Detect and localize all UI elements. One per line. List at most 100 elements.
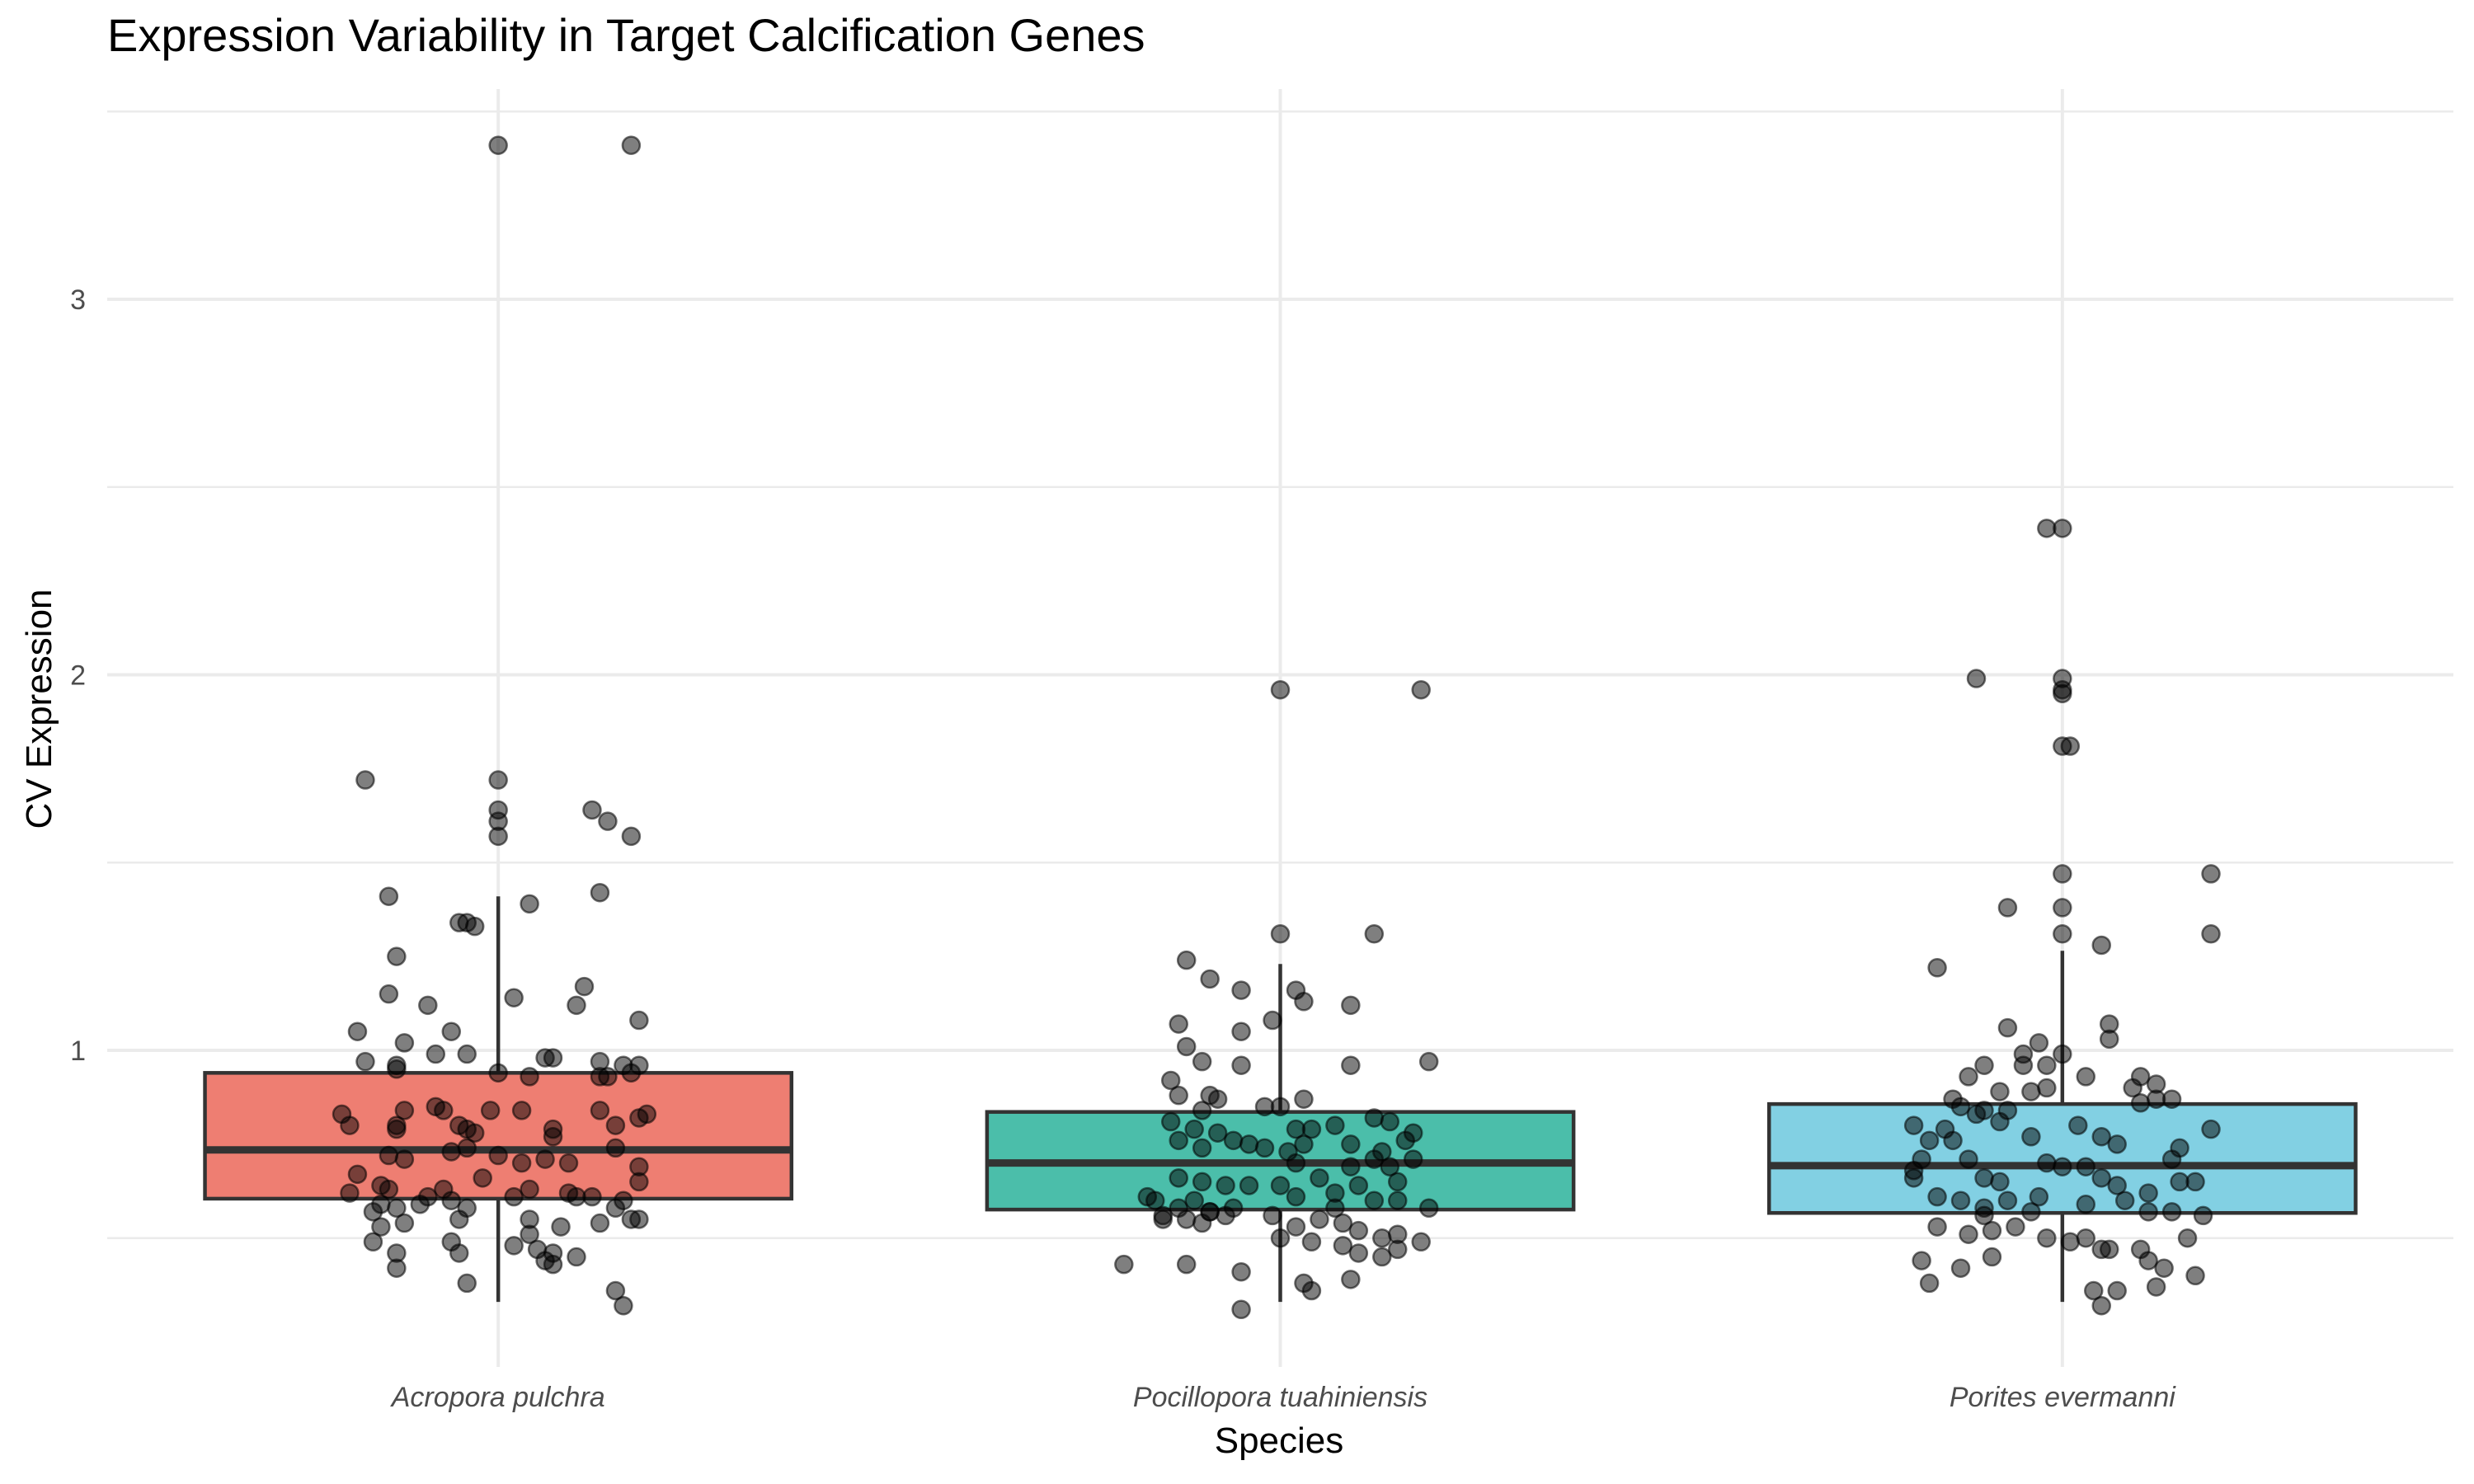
data-point xyxy=(2076,1157,2096,1176)
data-point xyxy=(387,1198,407,1219)
data-point xyxy=(464,916,485,937)
data-point xyxy=(1184,1190,1204,1210)
data-point xyxy=(2201,864,2221,884)
data-point xyxy=(457,1273,477,1294)
data-point xyxy=(1341,995,1361,1016)
data-point xyxy=(394,1213,415,1233)
data-point xyxy=(558,1153,579,1173)
data-point xyxy=(1959,1067,1978,1087)
data-point xyxy=(1333,1213,1353,1233)
data-point xyxy=(2138,1183,2158,1203)
data-point xyxy=(1169,1014,1188,1034)
data-point xyxy=(2146,1277,2166,1297)
data-point xyxy=(1254,1138,1275,1158)
data-point xyxy=(1950,1258,1971,1278)
box-iqr xyxy=(203,1071,794,1201)
data-point xyxy=(2099,1239,2119,1260)
data-point xyxy=(1169,1168,1188,1188)
data-point xyxy=(1418,1051,1439,1072)
data-point xyxy=(1263,1010,1282,1031)
data-point xyxy=(1388,1172,1408,1192)
data-point xyxy=(520,1224,539,1244)
data-point xyxy=(480,1101,501,1120)
data-point xyxy=(1325,1183,1345,1203)
data-point xyxy=(1207,1089,1228,1109)
data-point xyxy=(2161,1149,2182,1169)
data-point xyxy=(1943,1130,1963,1151)
data-point xyxy=(1974,1055,1994,1075)
data-point xyxy=(2185,1172,2205,1192)
data-point xyxy=(1176,1209,1197,1229)
data-point xyxy=(2138,1202,2158,1222)
data-point xyxy=(2060,736,2081,756)
data-point xyxy=(567,1186,586,1207)
data-point xyxy=(2029,1033,2049,1053)
data-point xyxy=(511,1101,532,1120)
data-point xyxy=(551,1217,571,1237)
data-point xyxy=(1184,1119,1204,1139)
data-point xyxy=(1207,1123,1228,1143)
data-point xyxy=(2037,1228,2057,1248)
data-point xyxy=(1364,1108,1385,1128)
data-point xyxy=(1395,1130,1415,1151)
data-point xyxy=(449,1243,469,1263)
x-axis-title: Species xyxy=(1215,1421,1344,1461)
data-point xyxy=(1966,669,1987,688)
data-point xyxy=(605,1198,626,1219)
data-point xyxy=(449,1209,469,1229)
data-point xyxy=(1176,1036,1197,1057)
data-point xyxy=(2091,1295,2111,1316)
data-point xyxy=(488,135,508,155)
data-point xyxy=(598,811,618,831)
data-point xyxy=(363,1232,383,1252)
boxes xyxy=(203,896,2358,1303)
y-axis-ticks: 1 2 3 xyxy=(70,284,86,1067)
data-point xyxy=(488,826,508,847)
data-point xyxy=(590,1101,610,1120)
data-point xyxy=(2123,1078,2142,1098)
data-point xyxy=(2037,1153,2057,1173)
data-point xyxy=(1294,992,1314,1012)
data-point xyxy=(629,1209,649,1229)
data-point xyxy=(394,1149,415,1169)
data-point xyxy=(598,1067,618,1087)
data-point xyxy=(2099,1029,2119,1050)
data-point xyxy=(1153,1205,1173,1226)
data-point xyxy=(1286,1153,1306,1173)
x-tick-label: Porites evermanni xyxy=(1950,1382,2176,1413)
data-point xyxy=(1270,679,1291,700)
data-point xyxy=(1286,1186,1306,1207)
box-group xyxy=(203,896,794,1303)
x-axis-ticks: Acropora pulchra Pocillopora tuahiniensis… xyxy=(390,1382,2177,1413)
data-point xyxy=(543,1127,563,1147)
data-point xyxy=(387,1059,407,1079)
data-point xyxy=(2185,1266,2205,1286)
data-point xyxy=(441,1190,462,1210)
data-point xyxy=(379,984,399,1004)
data-point xyxy=(1974,1168,1994,1188)
data-point xyxy=(2006,1217,2025,1237)
data-point xyxy=(2037,1078,2057,1098)
data-point xyxy=(1372,1247,1392,1267)
y-tick-label: 2 xyxy=(70,660,86,692)
data-point xyxy=(1192,1172,1212,1192)
data-point xyxy=(1294,1134,1314,1154)
data-point xyxy=(1270,1228,1291,1248)
data-point xyxy=(605,1115,626,1135)
data-point xyxy=(1200,969,1220,989)
data-point xyxy=(2053,519,2072,538)
data-point xyxy=(605,1280,626,1301)
data-point xyxy=(543,1254,563,1275)
data-point xyxy=(1348,1176,1369,1195)
data-point xyxy=(347,1021,368,1041)
data-point xyxy=(1990,1172,2010,1192)
data-point xyxy=(347,1164,368,1185)
data-point xyxy=(629,1172,649,1192)
data-point xyxy=(2021,1082,2041,1101)
data-point xyxy=(1364,924,1385,944)
data-point xyxy=(1982,1247,2002,1267)
data-point xyxy=(1223,1130,1244,1151)
data-point xyxy=(1192,1051,1212,1072)
data-point xyxy=(1380,1111,1400,1132)
